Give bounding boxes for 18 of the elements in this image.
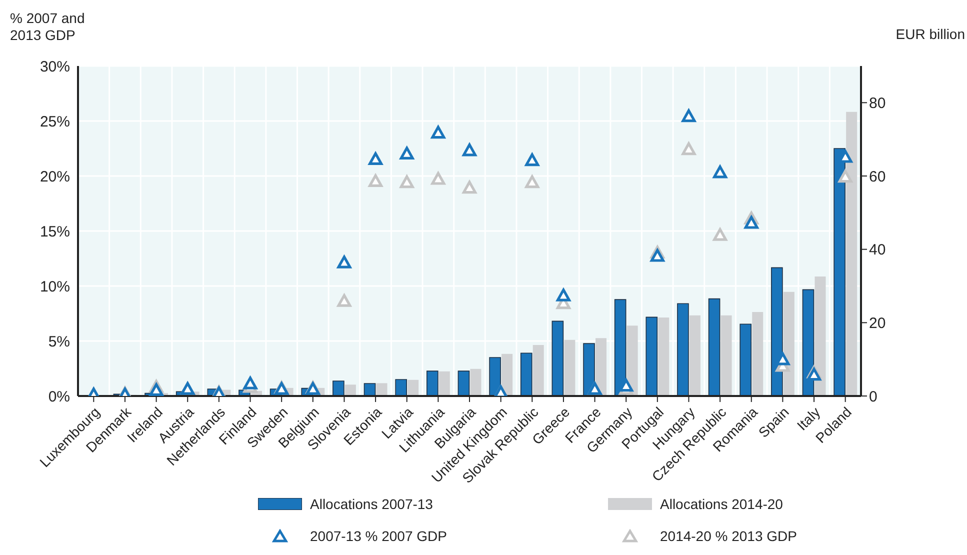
y-tick-label: 25% <box>40 113 70 130</box>
legend-label: Allocations 2014-20 <box>660 496 783 512</box>
legend-label: 2007-13 % 2007 GDP <box>310 528 447 544</box>
y-tick-label: 5% <box>48 333 70 350</box>
y2-tick-label: 80 <box>869 94 886 112</box>
y2-axis-title: EUR billion <box>896 26 965 42</box>
y2-tick-label: 20 <box>869 314 886 332</box>
legend-label: 2014-20 % 2013 GDP <box>660 528 797 544</box>
y-tick-label: 15% <box>40 223 70 240</box>
y2-tick-label: 0 <box>869 388 878 406</box>
y2-tick-label: 60 <box>869 168 886 186</box>
y-tick-label: 20% <box>40 168 70 186</box>
y-tick-label: 10% <box>40 278 70 296</box>
y-tick-label: 0% <box>48 388 70 406</box>
y-axis-title: % 2007 and 2013 GDP <box>10 10 85 44</box>
y2-tick-label: 40 <box>869 242 886 259</box>
y-tick-label: 30% <box>40 58 70 76</box>
legend-label: Allocations 2007-13 <box>310 496 433 512</box>
